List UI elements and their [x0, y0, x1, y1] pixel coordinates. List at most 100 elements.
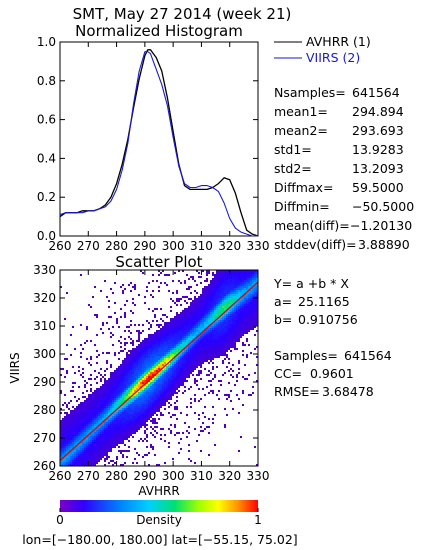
density-cell [204, 340, 206, 342]
density-cell [210, 308, 212, 310]
histogram-y-tick-label: 0.0 [37, 229, 56, 243]
density-cell [212, 320, 214, 322]
density-cell [212, 346, 214, 348]
density-cell [190, 368, 192, 370]
density-cell [256, 364, 258, 366]
density-cell [100, 426, 102, 428]
density-cell [204, 324, 206, 326]
density-cell [136, 370, 138, 372]
density-cell [160, 350, 162, 352]
density-cell [70, 440, 72, 442]
density-cell [130, 432, 132, 434]
density-cell [92, 458, 94, 460]
density-cell [106, 406, 108, 408]
density-cell [244, 278, 246, 280]
density-cell [242, 350, 244, 352]
density-cell [130, 430, 132, 432]
density-cell [90, 452, 92, 454]
density-cell [256, 300, 258, 302]
density-cell [168, 392, 170, 394]
density-cell [230, 320, 232, 322]
density-cell [160, 344, 162, 346]
density-cell [70, 412, 72, 414]
density-cell [162, 360, 164, 362]
density-cell [216, 336, 218, 338]
density-cell [80, 402, 82, 404]
density-cell [78, 446, 80, 448]
density-cell [170, 310, 172, 312]
density-cell [150, 342, 152, 344]
density-cell [236, 380, 238, 382]
density-cell [132, 374, 134, 376]
density-cell [224, 322, 226, 324]
density-cell [148, 412, 150, 414]
density-cell [208, 300, 210, 302]
density-cell [226, 338, 228, 340]
density-cell [168, 330, 170, 332]
density-cell [132, 388, 134, 390]
density-cell [218, 312, 220, 314]
density-cell [104, 400, 106, 402]
density-cell [162, 374, 164, 376]
density-cell [138, 368, 140, 370]
density-cell [168, 348, 170, 350]
density-cell [240, 282, 242, 284]
density-cell [238, 270, 240, 272]
density-cell [246, 290, 248, 292]
density-cell [176, 338, 178, 340]
density-cell [230, 280, 232, 282]
density-cell [158, 332, 160, 334]
density-cell [76, 454, 78, 456]
density-cell [80, 450, 82, 452]
density-cell [236, 296, 238, 298]
density-cell [140, 348, 142, 350]
density-cell [256, 296, 258, 298]
density-cell [228, 370, 230, 372]
density-cell [152, 396, 154, 398]
density-cell [74, 414, 76, 416]
density-cell [230, 346, 232, 348]
density-cell [174, 364, 176, 366]
density-cell [238, 340, 240, 342]
density-cell [172, 280, 174, 282]
density-cell [256, 312, 258, 314]
density-cell [102, 404, 104, 406]
density-cell [134, 420, 136, 422]
density-cell [224, 336, 226, 338]
density-cell [60, 286, 62, 288]
density-cell [180, 438, 182, 440]
density-cell [244, 330, 246, 332]
density-cell [60, 420, 62, 422]
density-cell [222, 280, 224, 282]
density-cell [194, 310, 196, 312]
density-cell [256, 284, 258, 286]
density-cell [120, 436, 122, 438]
density-cell [82, 454, 84, 456]
density-cell [252, 290, 254, 292]
density-cell [74, 424, 76, 426]
density-cell [182, 368, 184, 370]
density-cell [198, 312, 200, 314]
density-cell [236, 270, 238, 272]
density-cell [118, 412, 120, 414]
density-cell [74, 420, 76, 422]
density-cell [140, 394, 142, 396]
density-cell [108, 396, 110, 398]
density-cell [190, 320, 192, 322]
density-cell [72, 418, 74, 420]
density-cell [234, 288, 236, 290]
density-cell [150, 350, 152, 352]
density-cell [60, 438, 62, 440]
density-cell [158, 344, 160, 346]
density-cell [150, 358, 152, 360]
density-cell [158, 376, 160, 378]
density-cell [174, 390, 176, 392]
density-cell [104, 416, 106, 418]
density-cell [182, 324, 184, 326]
density-cell [196, 350, 198, 352]
density-cell [250, 316, 252, 318]
density-cell [238, 338, 240, 340]
density-cell [174, 324, 176, 326]
density-cell [152, 356, 154, 358]
density-cell [126, 390, 128, 392]
